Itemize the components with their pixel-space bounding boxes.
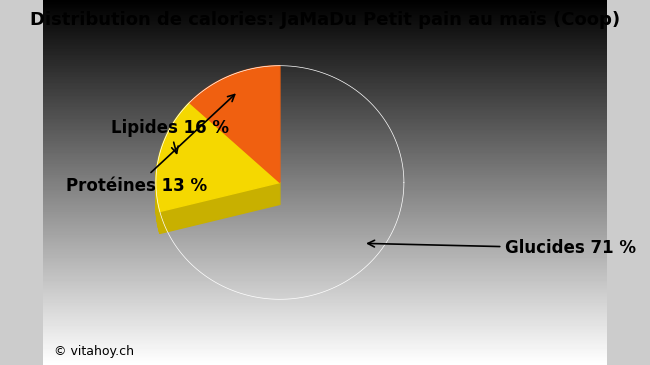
Polygon shape — [160, 66, 404, 299]
Polygon shape — [313, 292, 322, 317]
Polygon shape — [156, 103, 280, 212]
Polygon shape — [355, 270, 362, 297]
Polygon shape — [185, 258, 192, 287]
Polygon shape — [160, 212, 162, 242]
Text: Distribution de calories: JaMaDu Petit pain au maïs (Coop): Distribution de calories: JaMaDu Petit p… — [30, 11, 620, 29]
Polygon shape — [160, 182, 280, 234]
Polygon shape — [174, 244, 179, 273]
Polygon shape — [304, 295, 313, 319]
Text: © vitahoy.ch: © vitahoy.ch — [55, 345, 135, 358]
Polygon shape — [339, 281, 347, 307]
Text: Lipides 16 %: Lipides 16 % — [111, 119, 229, 153]
Polygon shape — [398, 211, 400, 241]
Polygon shape — [362, 264, 369, 292]
Polygon shape — [257, 297, 266, 320]
Polygon shape — [330, 285, 339, 311]
Polygon shape — [162, 220, 166, 250]
Polygon shape — [347, 276, 355, 303]
Polygon shape — [222, 286, 230, 311]
Polygon shape — [386, 235, 391, 265]
Polygon shape — [294, 297, 304, 320]
Polygon shape — [166, 228, 170, 258]
Polygon shape — [248, 295, 257, 319]
Polygon shape — [190, 66, 280, 182]
Polygon shape — [199, 271, 206, 298]
Polygon shape — [395, 219, 398, 249]
Text: Glucides 71 %: Glucides 71 % — [368, 239, 636, 257]
Polygon shape — [276, 299, 285, 321]
Polygon shape — [170, 236, 174, 266]
Polygon shape — [239, 293, 248, 317]
Polygon shape — [322, 289, 330, 314]
Polygon shape — [381, 243, 386, 272]
Polygon shape — [266, 299, 276, 321]
Polygon shape — [214, 281, 222, 308]
Polygon shape — [369, 258, 375, 286]
Polygon shape — [160, 182, 280, 234]
Polygon shape — [391, 227, 395, 257]
Polygon shape — [375, 250, 381, 280]
Polygon shape — [285, 299, 294, 321]
Polygon shape — [230, 289, 239, 315]
Polygon shape — [400, 202, 402, 233]
Text: Protéines 13 %: Protéines 13 % — [66, 95, 235, 195]
Polygon shape — [206, 276, 214, 303]
Polygon shape — [179, 251, 185, 280]
Polygon shape — [192, 265, 199, 293]
Polygon shape — [403, 167, 404, 197]
Polygon shape — [402, 193, 404, 224]
